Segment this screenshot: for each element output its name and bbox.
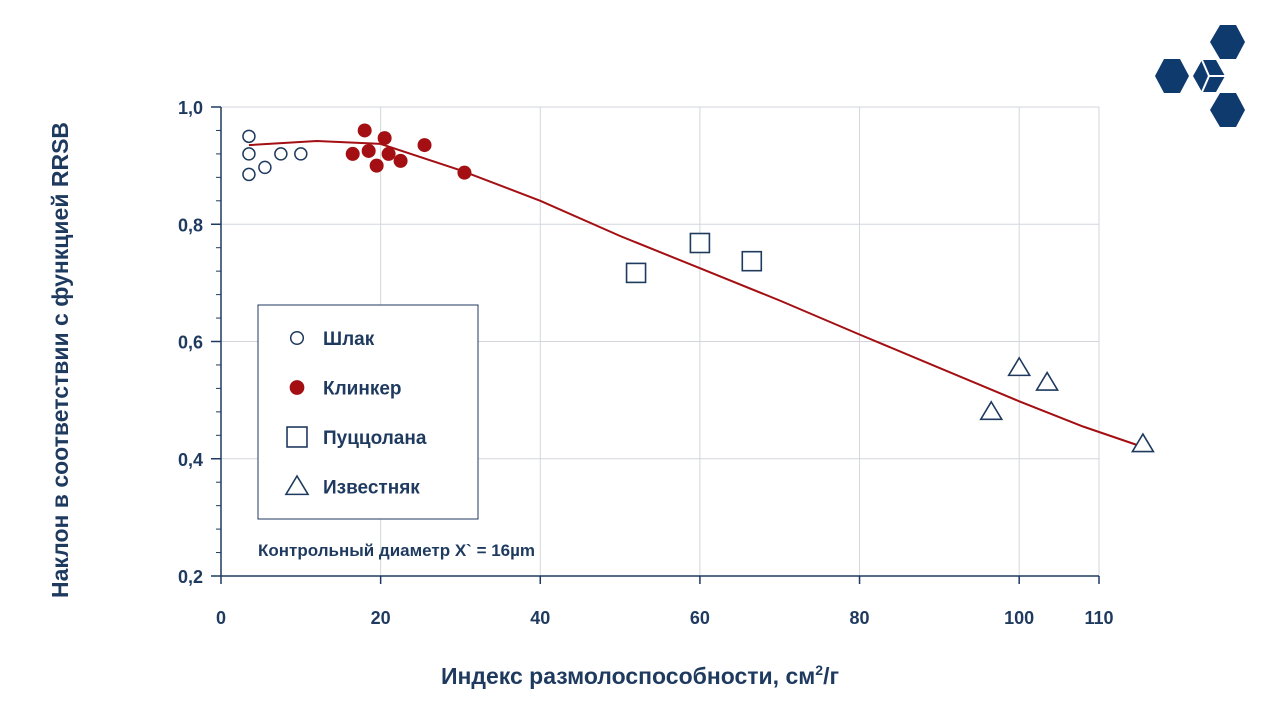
data-point	[369, 158, 384, 173]
x-axis-title-sup: 2	[815, 662, 823, 678]
x-tick-label: 100	[1004, 608, 1034, 628]
y-tick-label: 0,4	[178, 450, 203, 470]
x-tick-labels: 0 20 40 60 80 100 110	[216, 608, 1114, 628]
x-axis-title-tail: /г	[823, 663, 839, 689]
data-points	[242, 123, 1155, 453]
legend-label: Клинкер	[323, 379, 402, 400]
data-point	[393, 153, 408, 168]
x-tick-label: 40	[530, 608, 550, 628]
data-point	[242, 167, 256, 182]
data-point	[979, 400, 1004, 421]
data-point	[1130, 432, 1155, 453]
trend-line	[248, 139, 1144, 448]
annotation-text: Контрольный диаметр X` = 16µm	[258, 541, 535, 560]
data-point	[294, 147, 308, 161]
legend-label: Шлак	[323, 329, 375, 350]
data-point	[689, 232, 711, 254]
legend-marker	[289, 380, 305, 395]
legend-label: Известняк	[323, 478, 420, 499]
data-point	[625, 262, 647, 284]
x-tick-label: 20	[371, 608, 391, 628]
series-open-triangle	[979, 356, 1155, 453]
data-point	[345, 146, 360, 161]
series-filled-circle	[345, 123, 472, 180]
axes	[211, 106, 1100, 584]
y-tick-label: 0,8	[178, 215, 203, 235]
logo-hexagon-left	[1155, 59, 1189, 93]
x-tick-label: 110	[1084, 608, 1113, 628]
data-point	[274, 147, 288, 161]
data-point	[357, 123, 372, 138]
series-open-square	[625, 232, 763, 284]
data-point	[457, 165, 472, 180]
logo-hexagon-top	[1210, 25, 1245, 59]
data-point	[417, 138, 432, 153]
x-tick-label: 0	[216, 608, 226, 628]
y-tick-label: 0,6	[178, 333, 203, 353]
data-point	[258, 160, 272, 175]
legend: Шлак Клинкер Пуццолана Известняк	[257, 304, 479, 520]
hexagon-cluster-logo-icon	[1155, 25, 1245, 127]
data-point	[242, 147, 256, 161]
data-point	[741, 250, 763, 272]
data-point	[361, 143, 376, 158]
x-tick-label: 60	[690, 608, 710, 628]
trend-line-group	[248, 139, 1144, 448]
y-tick-labels: 0,2 0,4 0,6 0,8 1,0	[178, 98, 203, 587]
legend-label: Пуццолана	[323, 428, 427, 449]
legend-marker	[289, 330, 305, 346]
data-point	[1007, 356, 1032, 377]
logo-hexagon-bottom	[1210, 93, 1245, 127]
data-point	[242, 129, 256, 144]
x-axis-title-main: Индекс размолоспособности, см	[441, 663, 815, 689]
x-tick-label: 80	[850, 608, 870, 628]
data-point	[381, 146, 396, 161]
y-axis-title: Наклон в соответствии с функцией RRSB	[47, 122, 73, 598]
legend-marker	[286, 426, 308, 448]
y-tick-label: 0,2	[178, 567, 203, 587]
legend-marker	[284, 474, 310, 496]
series-open-circle	[242, 129, 308, 182]
y-tick-label: 1,0	[178, 98, 203, 118]
data-point	[1035, 370, 1060, 391]
data-point	[377, 131, 392, 146]
x-axis-title: Индекс размолоспособности, см2/г	[441, 662, 839, 689]
